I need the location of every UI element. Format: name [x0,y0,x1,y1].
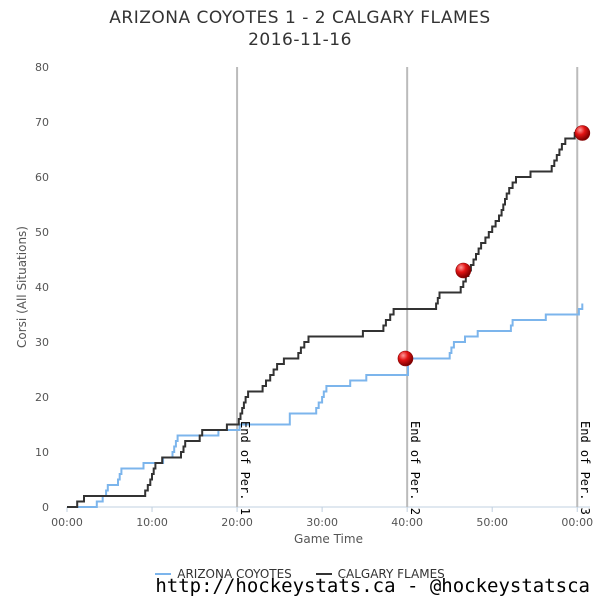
period-marker-label: End of Per. 1 [238,421,252,515]
chart-legend: ARIZONA COYOTES CALGARY FLAMES [0,564,600,581]
y-tick-label: 30 [35,336,49,349]
chart-title: ARIZONA COYOTES 1 - 2 CALGARY FLAMES [109,8,491,28]
y-tick-label: 70 [35,116,49,129]
legend-swatch-arizona [155,573,172,575]
period-marker-label: End of Per. 2 [408,421,422,515]
goal-marker[interactable] [455,262,472,279]
x-tick-label: 20:00 [221,516,253,529]
y-tick-label: 60 [35,171,49,184]
x-tick-label: 40:00 [391,516,423,529]
legend-label-calgary: CALGARY FLAMES [337,567,445,581]
x-tick-label: 50:00 [476,516,508,529]
x-tick-label: 00:00 [561,516,593,529]
x-axis-title: Game Time [294,532,363,546]
chart-subtitle-date: 2016-11-16 [248,30,352,50]
y-tick-label: 50 [35,226,49,239]
series-arizona-line [67,303,584,508]
legend-item-arizona[interactable]: ARIZONA COYOTES [155,567,292,581]
goal-marker[interactable] [397,350,414,367]
y-tick-label: 40 [35,281,49,294]
period-marker-label: End of Per. 3 [578,421,592,515]
legend-swatch-calgary [315,573,332,575]
y-tick-label: 0 [42,501,49,514]
x-tick-label: 10:00 [136,516,168,529]
legend-label-arizona: ARIZONA COYOTES [177,567,292,581]
y-tick-label: 80 [35,61,49,74]
y-tick-label: 20 [35,391,49,404]
x-tick-label: 30:00 [306,516,338,529]
y-axis-title: Corsi (All Situations) [15,226,29,348]
y-tick-label: 10 [35,446,49,459]
x-tick-label: 00:00 [51,516,83,529]
footer-credit: http://hockeystats.ca - @hockeystatsca [155,575,590,597]
series-calgary-line [67,132,581,508]
goal-marker[interactable] [574,125,591,141]
legend-item-calgary[interactable]: CALGARY FLAMES [315,567,445,581]
